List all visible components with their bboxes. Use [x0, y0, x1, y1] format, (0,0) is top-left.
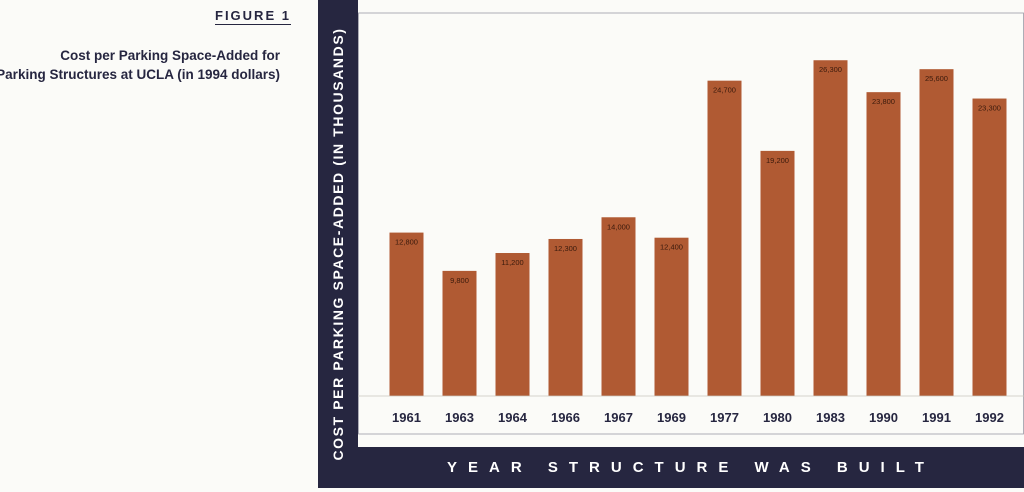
x-tick-label: 1977 — [710, 410, 739, 425]
x-axis-label: YEAR STRUCTURE WAS BUILT — [447, 459, 935, 476]
data-label: 19,200 — [766, 156, 789, 165]
data-label: 23,300 — [978, 104, 1001, 113]
data-label: 24,700 — [713, 86, 736, 95]
bar — [548, 238, 583, 396]
caption-line-1: Cost per Parking Space-Added for — [60, 48, 280, 63]
data-label: 14,000 — [607, 222, 630, 231]
bar — [654, 237, 689, 396]
data-label: 12,300 — [554, 244, 577, 253]
x-tick-label: 1992 — [975, 410, 1004, 425]
caption-line-2: Parking Structures at UCLA (in 1994 doll… — [0, 67, 280, 82]
x-tick-label: 1980 — [763, 410, 792, 425]
bar — [442, 270, 477, 396]
x-tick-label: 1961 — [392, 410, 421, 425]
data-label: 26,300 — [819, 65, 842, 74]
chart-caption: Cost per Parking Space-Added for Parking… — [0, 46, 280, 84]
x-tick-label: 1990 — [869, 410, 898, 425]
x-tick-label: 1983 — [816, 410, 845, 425]
data-label: 12,800 — [395, 238, 418, 247]
bar — [707, 80, 742, 396]
data-label: 11,200 — [501, 258, 523, 267]
x-tick-label: 1966 — [551, 410, 580, 425]
bar — [389, 232, 424, 396]
x-tick-label: 1969 — [657, 410, 686, 425]
x-tick-label: 1963 — [445, 410, 474, 425]
data-label: 12,400 — [660, 243, 683, 252]
x-tick-label: 1991 — [922, 410, 951, 425]
figure-label: FIGURE 1 — [215, 8, 291, 25]
bar — [813, 60, 848, 397]
bar — [760, 150, 795, 396]
bar — [601, 217, 636, 396]
bar — [972, 98, 1007, 396]
bar — [919, 69, 954, 396]
data-label: 23,800 — [872, 97, 895, 106]
y-axis-label: COST PER PARKING SPACE-ADDED (IN THOUSAN… — [330, 27, 346, 461]
x-tick-label: 1964 — [498, 410, 528, 425]
plot-area: 0$5$10$15$20$25$3012,80019619,800196311,… — [358, 12, 1024, 435]
bar-chart: 0$5$10$15$20$25$3012,80019619,800196311,… — [358, 12, 1024, 435]
bar — [866, 92, 901, 397]
data-label: 25,600 — [925, 74, 948, 83]
x-tick-label: 1967 — [604, 410, 633, 425]
y-axis-frame — [318, 0, 358, 488]
data-label: 9,800 — [450, 276, 469, 285]
bar — [495, 253, 530, 396]
x-axis-frame — [318, 447, 1024, 488]
